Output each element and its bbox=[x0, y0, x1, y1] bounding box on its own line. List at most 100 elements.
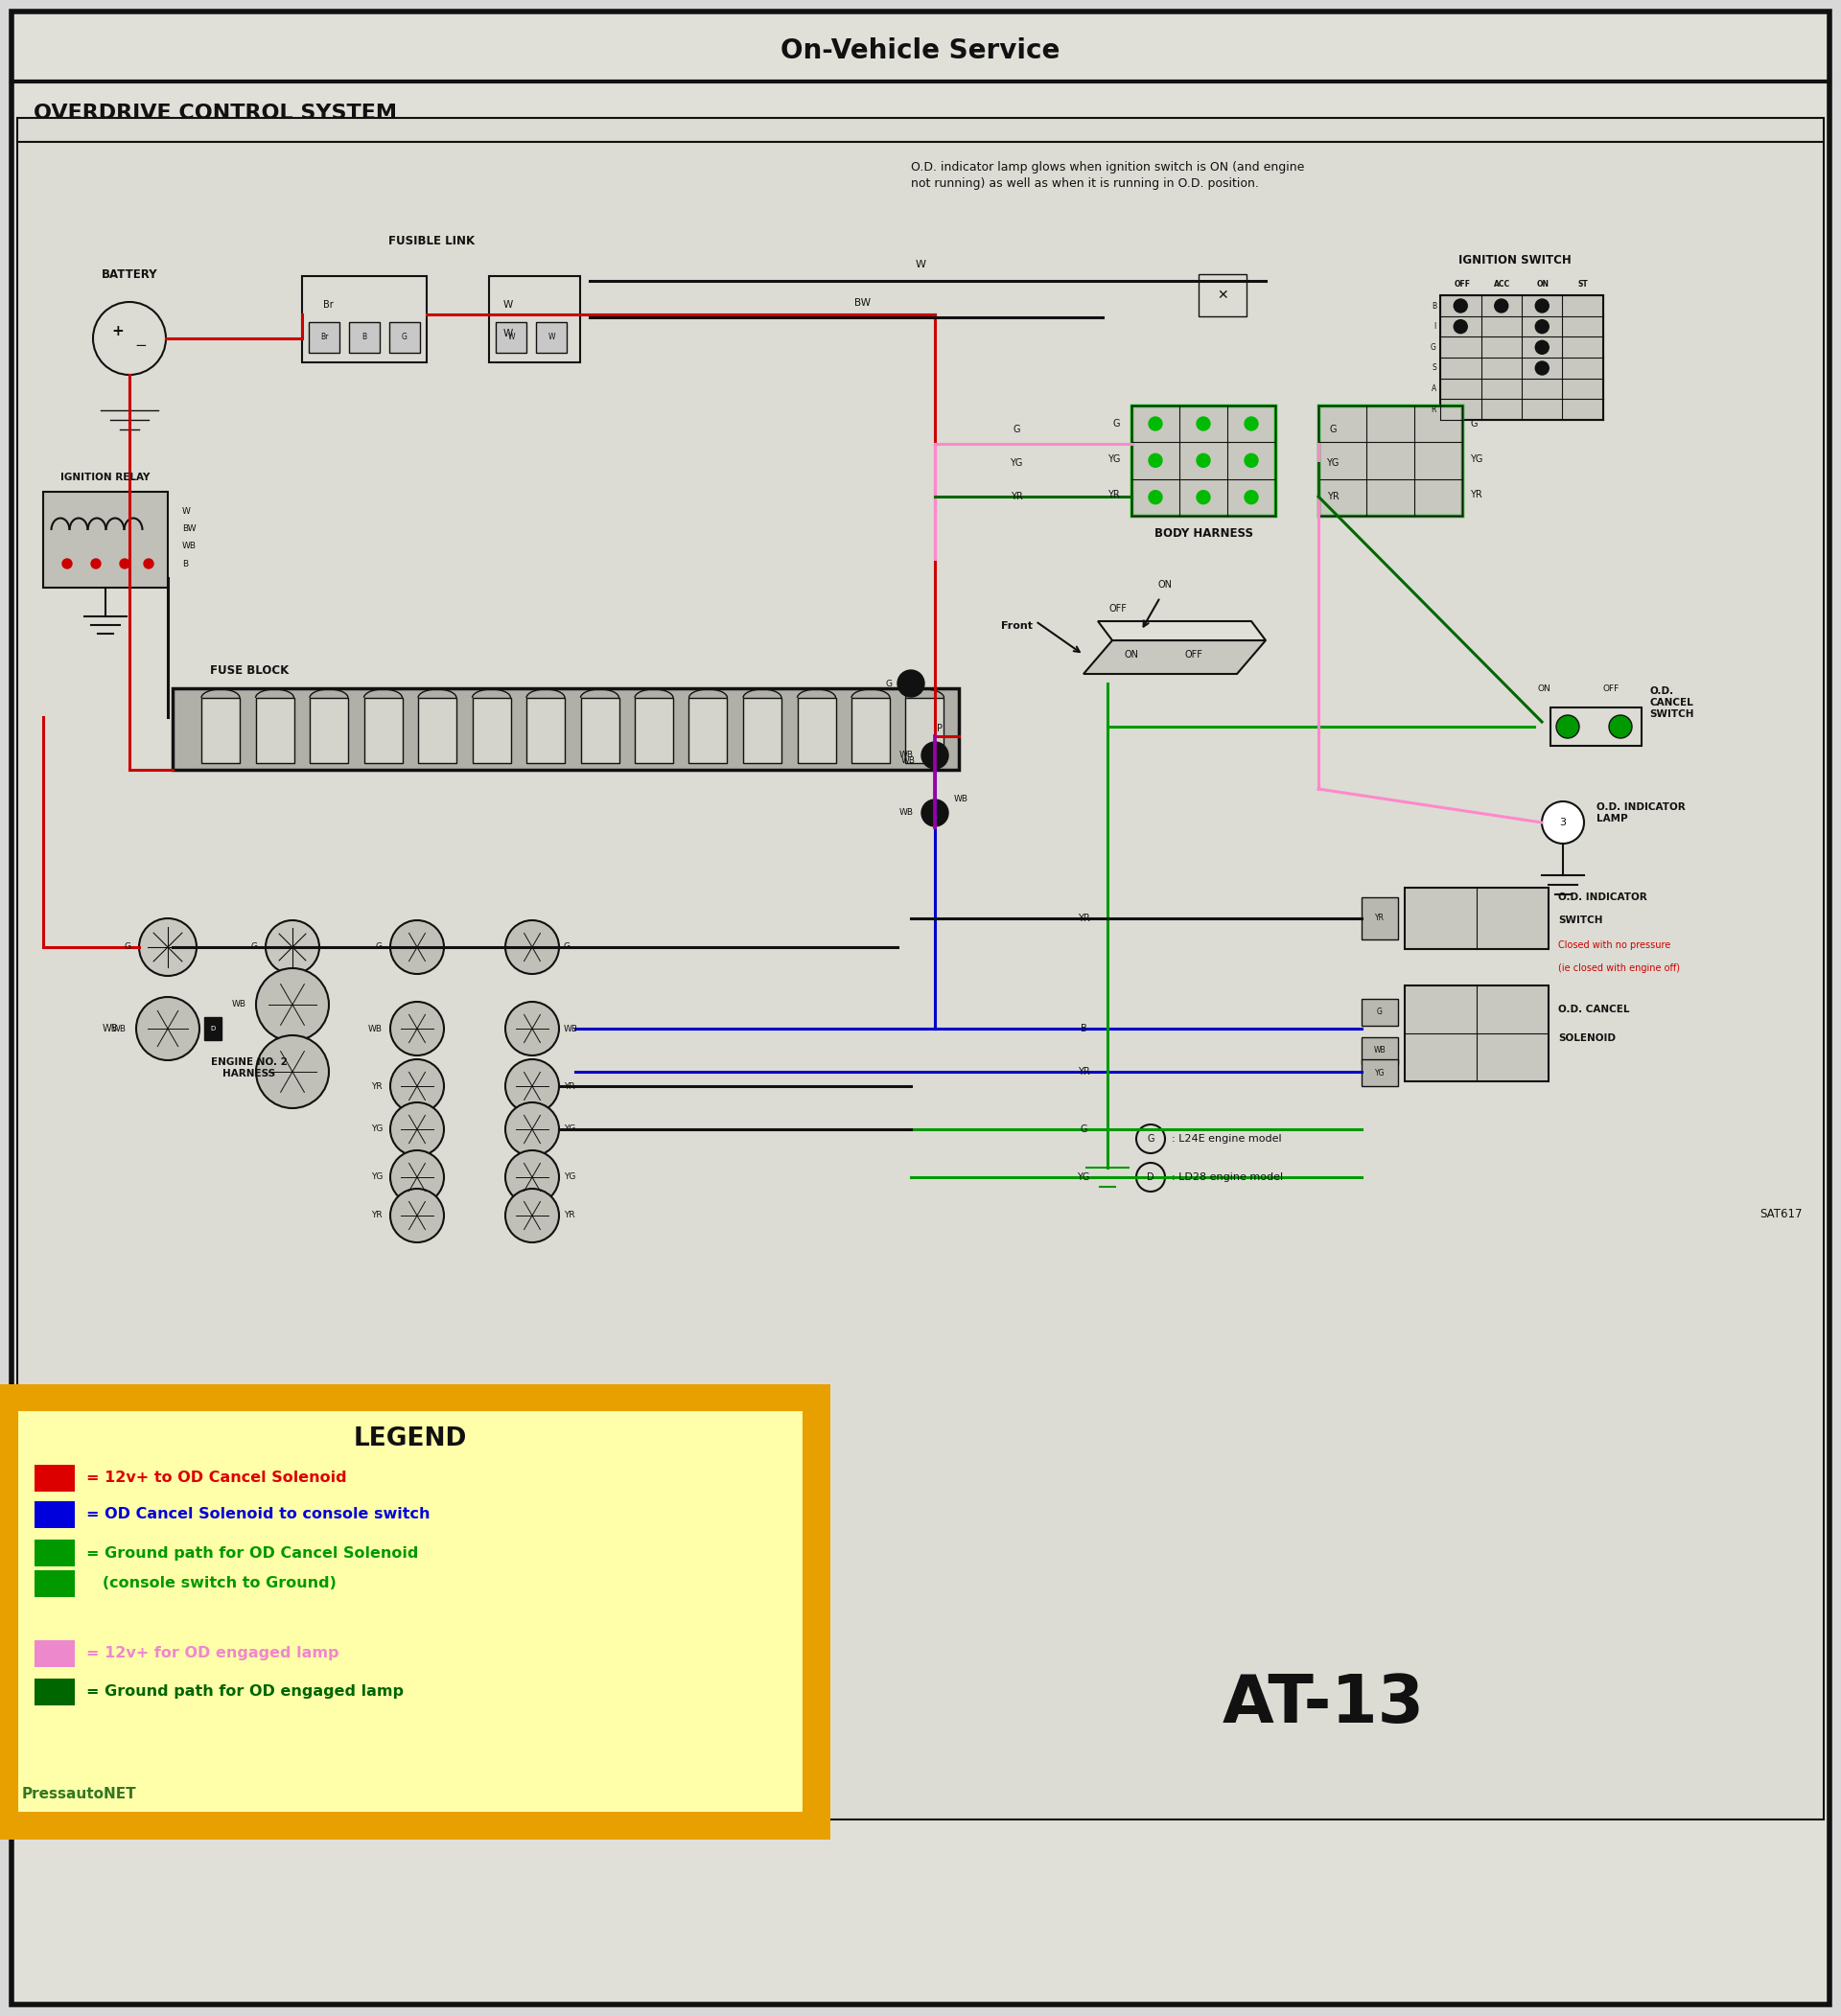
Bar bbox=[1405, 887, 1548, 950]
Text: G: G bbox=[1469, 419, 1476, 429]
Text: BW: BW bbox=[854, 298, 871, 308]
Circle shape bbox=[1535, 361, 1548, 375]
Bar bbox=[1198, 274, 1246, 317]
Circle shape bbox=[63, 558, 72, 569]
Text: G: G bbox=[125, 943, 131, 952]
Circle shape bbox=[390, 1058, 444, 1113]
Text: G: G bbox=[1147, 1135, 1154, 1143]
Bar bbox=[256, 698, 295, 764]
FancyBboxPatch shape bbox=[4, 1395, 817, 1826]
Circle shape bbox=[1245, 417, 1257, 431]
Text: YR: YR bbox=[1469, 490, 1482, 500]
Text: O.D. INDICATOR
LAMP: O.D. INDICATOR LAMP bbox=[1596, 802, 1685, 825]
Text: OFF: OFF bbox=[1454, 280, 1471, 288]
Text: YG: YG bbox=[1375, 1068, 1384, 1077]
Circle shape bbox=[1454, 321, 1467, 333]
Circle shape bbox=[256, 1036, 330, 1109]
Text: YR: YR bbox=[1077, 913, 1090, 923]
Text: YG: YG bbox=[370, 1125, 383, 1133]
Text: G: G bbox=[250, 943, 258, 952]
Bar bbox=[906, 698, 944, 764]
Bar bbox=[309, 698, 348, 764]
Bar bbox=[797, 698, 836, 764]
Text: Closed with no pressure: Closed with no pressure bbox=[1557, 939, 1670, 950]
Text: YR: YR bbox=[563, 1083, 574, 1091]
Text: ACC: ACC bbox=[1495, 280, 1511, 288]
Text: O.D.
CANCEL
SWITCH: O.D. CANCEL SWITCH bbox=[1650, 685, 1694, 720]
Text: −: − bbox=[134, 339, 147, 353]
Text: YR: YR bbox=[1011, 492, 1022, 502]
Text: WB: WB bbox=[103, 1024, 118, 1034]
Circle shape bbox=[1149, 454, 1162, 468]
Text: LEGEND: LEGEND bbox=[353, 1427, 468, 1452]
Text: OFF: OFF bbox=[1108, 605, 1127, 613]
Circle shape bbox=[390, 1151, 444, 1204]
Text: R: R bbox=[1430, 405, 1436, 413]
Circle shape bbox=[504, 1151, 560, 1204]
Bar bbox=[1405, 986, 1548, 1081]
Text: G: G bbox=[376, 943, 383, 952]
Text: YG: YG bbox=[563, 1125, 576, 1133]
Text: YG: YG bbox=[563, 1173, 576, 1181]
Text: YG: YG bbox=[1077, 1173, 1090, 1181]
Text: WB: WB bbox=[902, 756, 915, 764]
Text: BATTERY: BATTERY bbox=[101, 268, 158, 280]
Circle shape bbox=[504, 1103, 560, 1155]
Text: YR: YR bbox=[372, 1212, 383, 1220]
Text: PressautoNET: PressautoNET bbox=[22, 1786, 136, 1800]
Circle shape bbox=[1495, 298, 1508, 312]
Bar bbox=[35, 1466, 75, 1492]
Bar bbox=[473, 698, 510, 764]
Text: B: B bbox=[1081, 1024, 1086, 1034]
Text: ON: ON bbox=[1158, 581, 1173, 589]
Text: ON: ON bbox=[1125, 649, 1138, 659]
Text: : LD28 engine model: : LD28 engine model bbox=[1171, 1173, 1283, 1181]
Bar bbox=[580, 698, 619, 764]
Text: WB: WB bbox=[954, 794, 968, 802]
Text: WB: WB bbox=[182, 542, 197, 550]
Bar bbox=[495, 323, 527, 353]
Circle shape bbox=[144, 558, 153, 569]
Circle shape bbox=[140, 919, 197, 976]
Text: OFF: OFF bbox=[1186, 649, 1202, 659]
Polygon shape bbox=[1097, 621, 1267, 641]
Circle shape bbox=[390, 1189, 444, 1242]
Text: (ie closed with engine off): (ie closed with engine off) bbox=[1557, 964, 1679, 974]
Circle shape bbox=[504, 919, 560, 974]
Bar bbox=[204, 1018, 221, 1040]
Text: YG: YG bbox=[370, 1173, 383, 1181]
Text: FUSE BLOCK: FUSE BLOCK bbox=[210, 665, 289, 677]
Circle shape bbox=[1245, 454, 1257, 468]
Bar bbox=[689, 698, 727, 764]
Text: YR: YR bbox=[1375, 913, 1384, 923]
Text: G: G bbox=[563, 943, 571, 952]
Bar bbox=[1132, 405, 1276, 516]
Bar bbox=[851, 698, 889, 764]
Text: IGNITION SWITCH: IGNITION SWITCH bbox=[1458, 254, 1572, 266]
Circle shape bbox=[504, 1002, 560, 1056]
Circle shape bbox=[120, 558, 129, 569]
Polygon shape bbox=[1084, 641, 1267, 673]
Text: = 12v+ to OD Cancel Solenoid: = 12v+ to OD Cancel Solenoid bbox=[87, 1472, 346, 1486]
Bar bbox=[1362, 897, 1397, 939]
Bar bbox=[490, 276, 580, 363]
Circle shape bbox=[390, 1103, 444, 1155]
Bar bbox=[1362, 1038, 1397, 1064]
Circle shape bbox=[504, 1058, 560, 1113]
Circle shape bbox=[1454, 298, 1467, 312]
Text: B: B bbox=[363, 333, 366, 343]
Text: WB: WB bbox=[900, 808, 913, 816]
Text: = Ground path for OD Cancel Solenoid: = Ground path for OD Cancel Solenoid bbox=[87, 1546, 418, 1560]
Text: : L24E engine model: : L24E engine model bbox=[1171, 1135, 1281, 1143]
Bar bbox=[42, 492, 168, 587]
Bar bbox=[35, 1679, 75, 1706]
Text: BW: BW bbox=[182, 524, 197, 532]
Bar bbox=[1362, 1058, 1397, 1087]
Bar bbox=[527, 698, 565, 764]
FancyBboxPatch shape bbox=[17, 1409, 803, 1812]
Text: W: W bbox=[915, 260, 926, 270]
Text: W: W bbox=[549, 333, 554, 343]
Text: G: G bbox=[886, 679, 891, 687]
Text: Front: Front bbox=[1000, 621, 1033, 631]
Circle shape bbox=[1149, 417, 1162, 431]
